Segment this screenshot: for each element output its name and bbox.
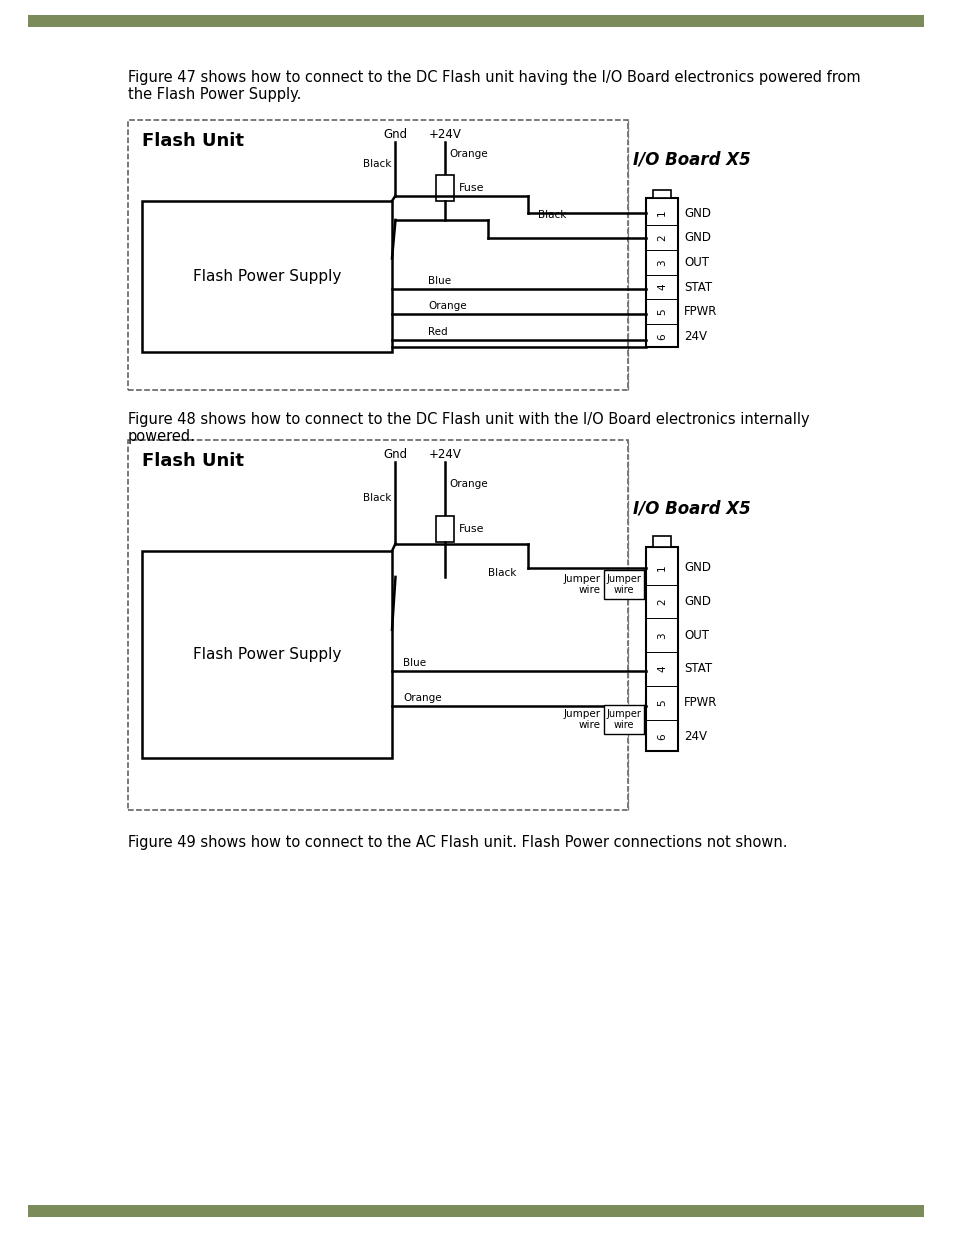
Text: FPWR: FPWR	[683, 697, 717, 709]
Bar	[653, 190, 670, 199]
Text: Black: Black	[363, 159, 391, 169]
Bar	[653, 536, 670, 547]
Bar	[436, 175, 454, 201]
Text: Flash Power Supply: Flash Power Supply	[193, 647, 341, 662]
Text: 6: 6	[657, 734, 666, 740]
Bar	[603, 705, 643, 734]
Text: OUT: OUT	[683, 629, 708, 642]
Text: 2: 2	[657, 235, 666, 241]
Text: 2: 2	[657, 598, 666, 605]
Text: 4: 4	[657, 284, 666, 290]
Text: 1: 1	[657, 564, 666, 571]
Text: GND: GND	[683, 595, 710, 608]
Text: Jumper
wire: Jumper wire	[563, 574, 600, 595]
Text: Figure 47 shows how to connect to the DC Flash unit having the I/O Board electro: Figure 47 shows how to connect to the DC…	[128, 70, 860, 103]
Text: Orange: Orange	[428, 301, 466, 311]
Bar	[28, 15, 923, 27]
Text: Jumper
wire: Jumper wire	[606, 709, 640, 730]
Text: Gnd: Gnd	[383, 448, 407, 461]
Text: Flash Power Supply: Flash Power Supply	[193, 269, 341, 284]
Text: 5: 5	[657, 699, 666, 706]
Text: GND: GND	[683, 206, 710, 220]
Bar	[436, 516, 454, 542]
Text: GND: GND	[683, 561, 710, 574]
Text: STAT: STAT	[683, 280, 711, 294]
Bar	[128, 440, 627, 810]
Bar	[28, 1205, 923, 1216]
Text: FPWR: FPWR	[683, 305, 717, 319]
Text: +24V: +24V	[429, 128, 461, 141]
Text: 1: 1	[657, 210, 666, 216]
Text: Red: Red	[428, 327, 447, 337]
Text: Flash Unit: Flash Unit	[142, 452, 244, 471]
Text: I/O Board X5: I/O Board X5	[633, 151, 750, 168]
Text: OUT: OUT	[683, 256, 708, 269]
Bar	[645, 547, 678, 751]
Text: Orange: Orange	[449, 479, 488, 489]
Text: Jumper
wire: Jumper wire	[606, 574, 640, 595]
Text: Gnd: Gnd	[383, 128, 407, 141]
Text: 24V: 24V	[683, 330, 706, 343]
Text: 5: 5	[657, 309, 666, 315]
Text: Blue: Blue	[428, 275, 451, 285]
Text: Orange: Orange	[449, 148, 488, 158]
Text: Figure 49 shows how to connect to the AC Flash unit. Flash Power connections not: Figure 49 shows how to connect to the AC…	[128, 835, 786, 850]
Text: +24V: +24V	[429, 448, 461, 461]
Text: 3: 3	[657, 632, 666, 638]
Text: Jumper
wire: Jumper wire	[563, 709, 600, 730]
Text: Flash Unit: Flash Unit	[142, 132, 244, 149]
Text: Orange: Orange	[402, 693, 441, 704]
Text: 6: 6	[657, 333, 666, 340]
Text: STAT: STAT	[683, 662, 711, 676]
Text: Black: Black	[537, 210, 566, 220]
Bar	[128, 120, 627, 390]
Text: GND: GND	[683, 231, 710, 245]
Text: 4: 4	[657, 666, 666, 672]
Text: 24V: 24V	[683, 730, 706, 743]
Text: Fuse: Fuse	[458, 183, 483, 194]
Bar	[142, 551, 392, 758]
Text: Black: Black	[363, 493, 391, 503]
Bar	[645, 199, 678, 347]
Text: Black: Black	[488, 568, 516, 578]
Text: Blue: Blue	[402, 658, 426, 668]
Bar	[142, 201, 392, 352]
Text: I/O Board X5: I/O Board X5	[633, 499, 750, 517]
Bar	[603, 571, 643, 599]
Text: 3: 3	[657, 259, 666, 266]
Text: Figure 48 shows how to connect to the DC Flash unit with the I/O Board electroni: Figure 48 shows how to connect to the DC…	[128, 412, 809, 445]
Text: Fuse: Fuse	[458, 524, 483, 534]
